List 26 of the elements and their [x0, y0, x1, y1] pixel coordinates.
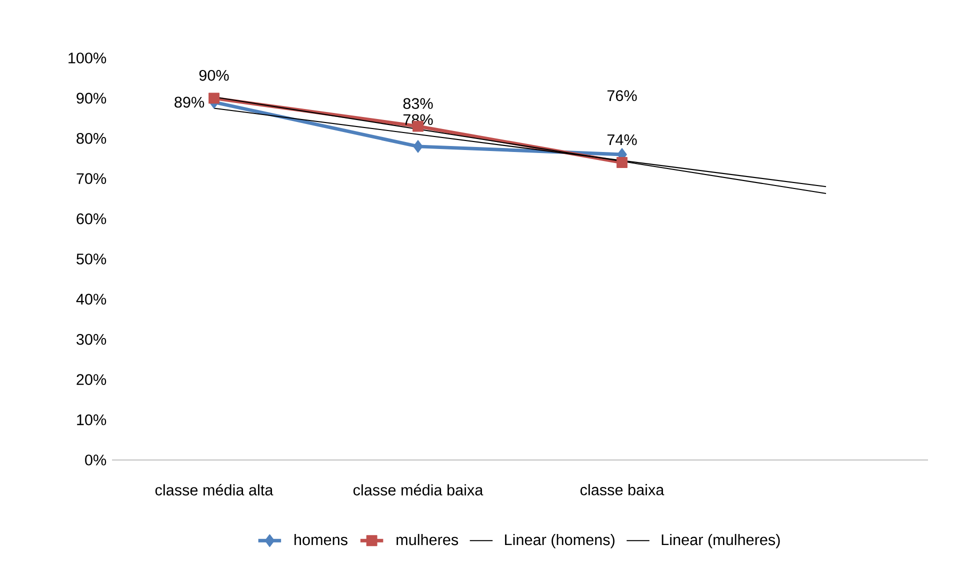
data-label: 90%: [199, 70, 229, 81]
legend-label: mulheres: [396, 534, 458, 546]
data-label: 74%: [607, 134, 637, 146]
y-tick-label: 0%: [85, 454, 106, 466]
y-tick-label: 70%: [76, 173, 106, 184]
point: [208, 92, 220, 104]
y-tick-label: 60%: [76, 213, 106, 224]
y-tick-label: 80%: [76, 132, 106, 144]
y-tick-label: 90%: [76, 92, 106, 104]
y-tick-label: 50%: [76, 254, 106, 264]
x-tick-label: classe média alta: [155, 484, 274, 496]
y-tick-label: 10%: [77, 414, 106, 426]
data-label: 76%: [607, 90, 637, 102]
y-tick-label: 40%: [76, 294, 106, 305]
y-tick-label: 30%: [76, 334, 106, 345]
y-tick-label: 20%: [76, 374, 106, 386]
x-tick-label: classe média baixa: [353, 484, 484, 496]
x-tick-label: classe baixa: [580, 484, 664, 496]
legend-label: Linear (homens): [505, 534, 614, 548]
legend-label: homens: [294, 534, 348, 546]
y-tick-label: 100%: [68, 52, 106, 64]
legend-label: Linear (mulheres): [662, 534, 780, 548]
data-label: 83%: [403, 98, 433, 109]
point: [413, 140, 423, 153]
data-label: 89%: [174, 96, 204, 108]
point: [616, 157, 628, 168]
